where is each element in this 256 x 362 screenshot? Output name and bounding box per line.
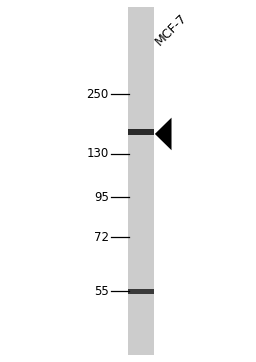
Bar bbox=[128, 7, 154, 355]
Bar bbox=[128, 129, 154, 135]
Bar bbox=[128, 289, 154, 294]
Polygon shape bbox=[155, 118, 172, 150]
Text: 130: 130 bbox=[87, 147, 109, 160]
Text: 250: 250 bbox=[87, 88, 109, 101]
Text: 72: 72 bbox=[94, 231, 109, 244]
Text: MCF-7: MCF-7 bbox=[152, 11, 189, 48]
Text: 55: 55 bbox=[94, 285, 109, 298]
Text: 95: 95 bbox=[94, 191, 109, 204]
